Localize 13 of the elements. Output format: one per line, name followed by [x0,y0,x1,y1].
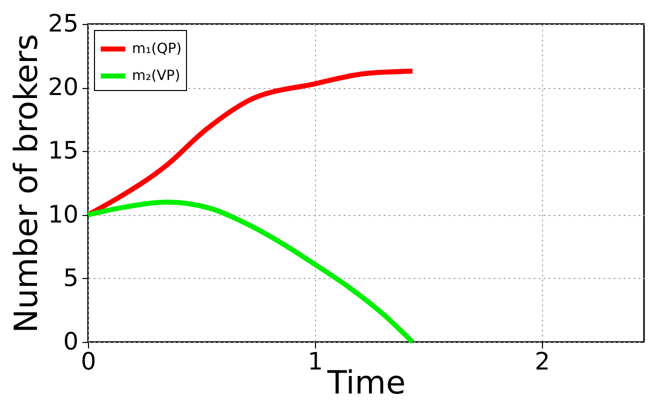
x-axis-title: Time [326,364,406,402]
y-axis-title: Number of brokers [6,34,45,333]
x-tick-label: 1 [308,348,324,376]
x-tick-label: 0 [80,348,96,376]
x-tick-label: 2 [534,348,550,376]
y-tick-label: 5 [63,264,78,292]
y-tick-label: 0 [63,328,78,356]
legend-label: m₂(VP) [132,68,180,84]
legend-label: m₁(QP) [132,41,182,57]
y-tick-label: 10 [48,200,78,228]
y-tick-label: 15 [48,136,78,165]
y-tick-label: 25 [48,10,78,38]
y-tick-label: 20 [48,73,78,102]
